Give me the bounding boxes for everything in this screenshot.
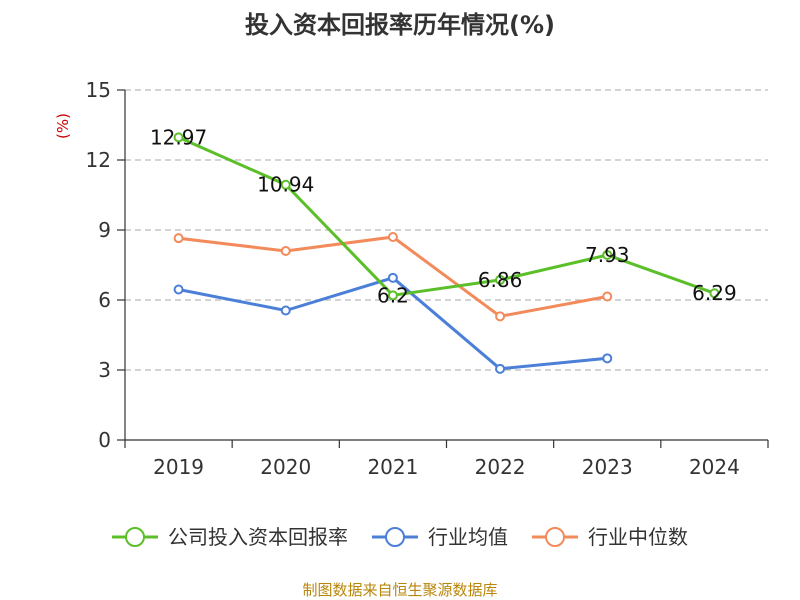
legend-swatch-marker: [125, 527, 145, 547]
series-point: [387, 272, 398, 283]
series-point: [602, 353, 613, 364]
data-label: 7.93: [585, 243, 630, 267]
y-tick-label: 15: [86, 78, 111, 102]
series-point: [280, 246, 291, 256]
data-label: 6.29: [692, 281, 737, 305]
series-point: [495, 311, 506, 322]
series-point: [173, 284, 184, 295]
legend: 公司投入资本回报率 行业均值 行业中位数: [112, 525, 688, 549]
grid: [125, 89, 768, 371]
series-point: [387, 290, 398, 301]
legend-label: 公司投入资本回报率: [168, 525, 348, 549]
legend-item: 行业均值: [372, 525, 508, 549]
x-tick-label: 2020: [260, 455, 311, 479]
legend-item: 公司投入资本回报率: [112, 525, 348, 549]
series-point: [280, 305, 291, 316]
x-tick-label: 2021: [367, 455, 418, 479]
legend-swatch-marker: [545, 527, 565, 547]
x-tick-label: 2019: [153, 455, 204, 479]
series-line: [177, 136, 715, 297]
data-label: 6.2: [377, 283, 409, 307]
y-tick-label: 0: [98, 428, 111, 452]
series-point: [280, 179, 291, 190]
source-note: 制图数据来自恒生聚源数据库: [302, 581, 497, 599]
x-tick-label: 2022: [475, 455, 526, 479]
legend-label: 行业均值: [428, 525, 508, 549]
data-label: 10.94: [257, 173, 314, 197]
series-point: [495, 274, 506, 285]
axes: 0 3 6 9 12 15 2019 2020 2021 2022 2023 2024: [86, 78, 769, 479]
series-point: [602, 249, 613, 260]
x-tick-label: 2024: [689, 455, 740, 479]
series-lines: [173, 132, 720, 374]
series-point: [387, 232, 398, 242]
x-tick-label: 2023: [582, 455, 633, 479]
chart-title: 投入资本回报率历年情况(%): [245, 11, 555, 39]
legend-swatch-marker: [385, 527, 405, 547]
legend-item: 行业中位数: [532, 525, 688, 549]
series-point: [709, 288, 720, 299]
y-tick-label: 12: [86, 148, 111, 172]
data-labels: 12.97 10.94 6.2 6.86 7.93 6.29: [150, 125, 737, 307]
y-tick-label: 3: [98, 358, 111, 382]
series-point: [495, 363, 506, 374]
y-axis-label: (%): [54, 113, 72, 139]
data-label: 12.97: [150, 125, 207, 149]
series-point: [173, 233, 184, 244]
y-tick-label: 9: [98, 218, 111, 242]
y-tick-label: 6: [98, 288, 111, 312]
series-point: [173, 132, 184, 143]
series-point: [602, 291, 613, 302]
legend-label: 行业中位数: [588, 525, 688, 549]
data-label: 6.86: [478, 268, 523, 292]
